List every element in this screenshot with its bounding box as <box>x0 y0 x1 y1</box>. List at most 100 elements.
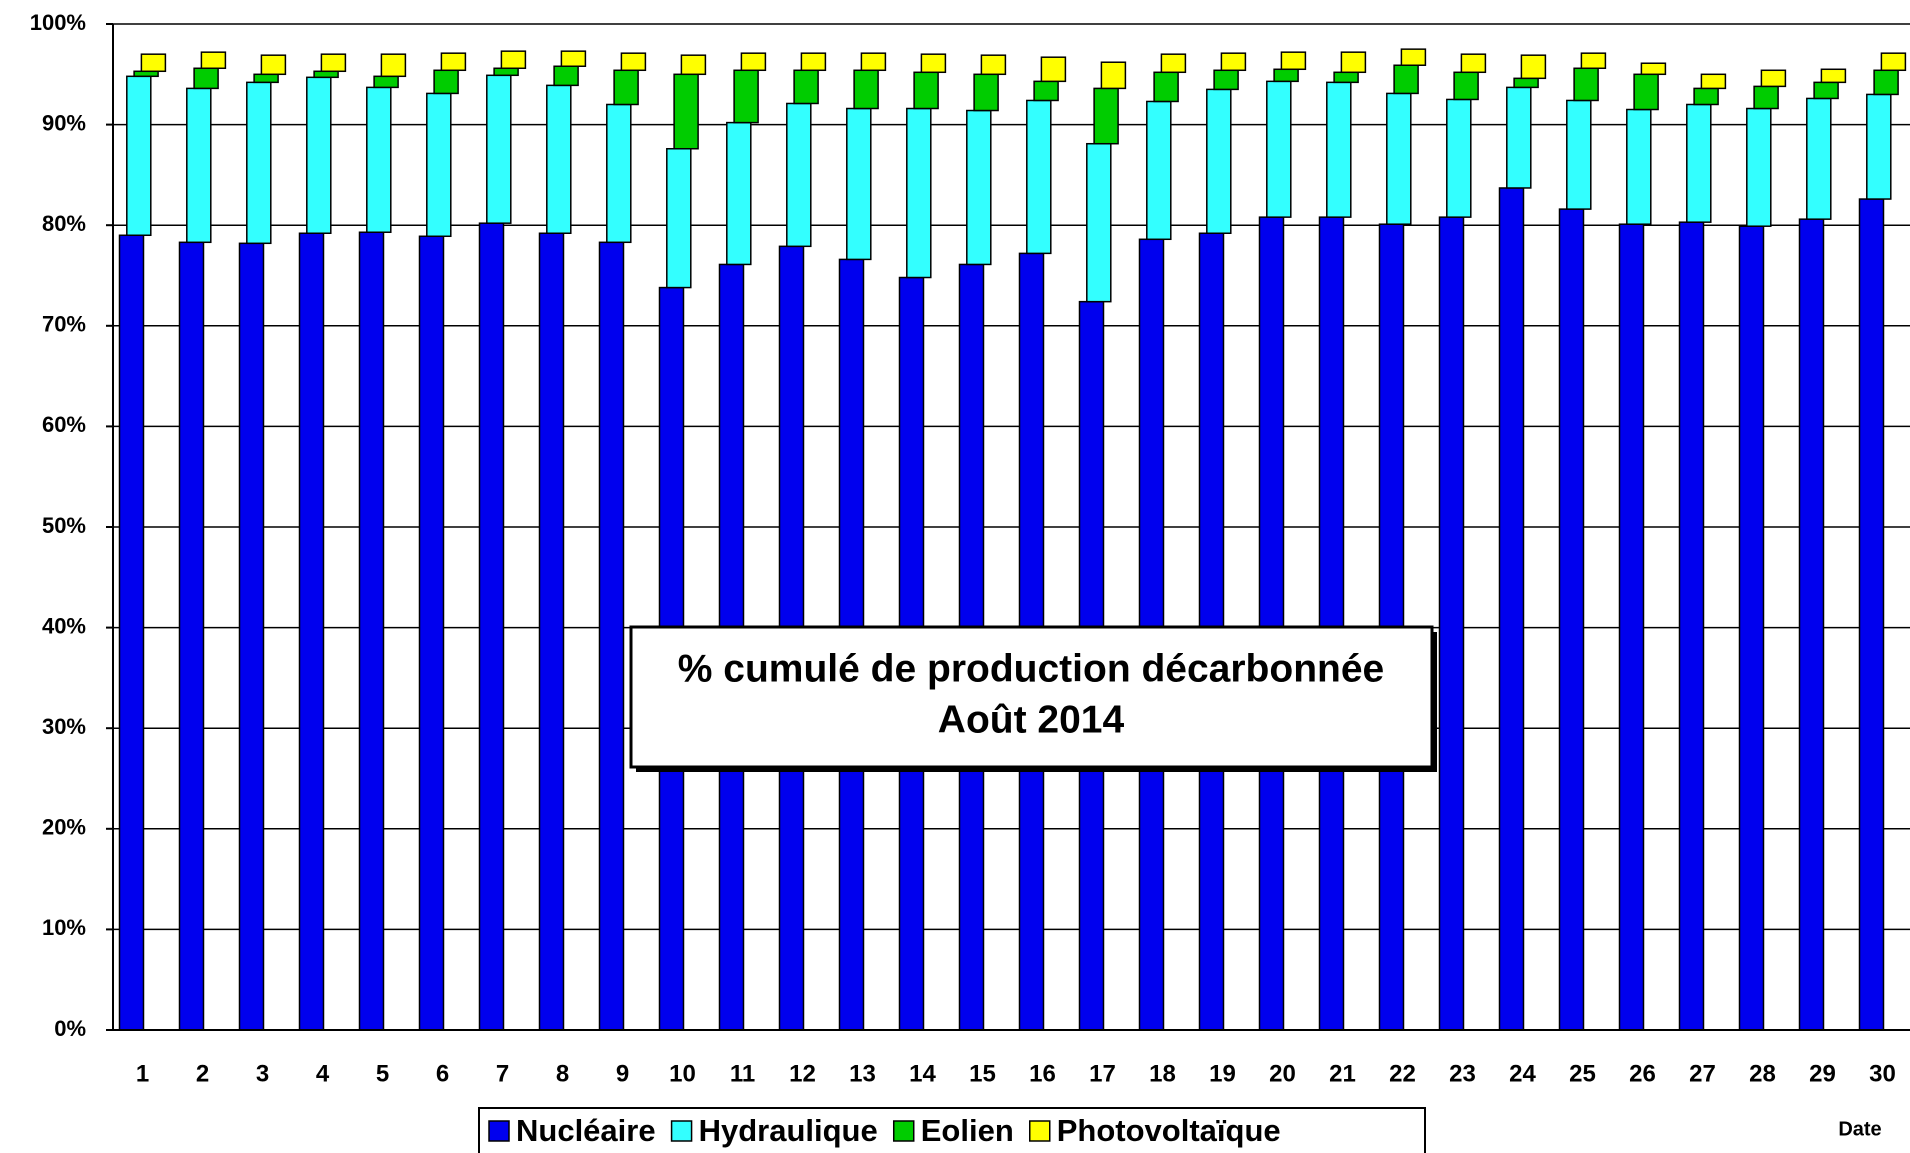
bar-segment <box>1213 69 1239 91</box>
x-tick-label: 21 <box>1329 1060 1356 1087</box>
y-tick-label: 40% <box>42 613 86 638</box>
bar-segment <box>1386 92 1412 225</box>
x-tick-label: 22 <box>1389 1060 1416 1087</box>
y-tick-label: 50% <box>42 513 86 538</box>
x-tick-label: 7 <box>496 1060 509 1087</box>
bar-segment <box>1520 54 1547 80</box>
x-tick-label: 23 <box>1449 1060 1476 1087</box>
bar-segment <box>1498 187 1525 1031</box>
x-tick-label: 1 <box>136 1060 149 1087</box>
legend-swatch <box>488 1120 510 1142</box>
bar-segment <box>1873 69 1899 96</box>
bar-segment <box>733 69 759 124</box>
bar-segment <box>1146 100 1172 241</box>
bar-segment <box>1753 85 1779 110</box>
x-tick-label: 13 <box>849 1060 876 1087</box>
x-tick-label: 19 <box>1209 1060 1236 1087</box>
bar-segment <box>913 71 939 110</box>
x-tick-label: 17 <box>1089 1060 1116 1087</box>
y-tick-label: 60% <box>42 412 86 437</box>
bar-segment <box>313 70 339 79</box>
grid <box>106 23 1910 1031</box>
bar-segment <box>358 231 385 1031</box>
bar-segment <box>1333 71 1359 84</box>
bar-segment <box>1393 64 1419 95</box>
bar-segment <box>380 53 407 78</box>
y-tick-label: 10% <box>42 915 86 940</box>
bar-segment <box>1340 51 1367 74</box>
bar-segment <box>1258 216 1285 1031</box>
bar-segment <box>418 235 445 1031</box>
x-tick-label: 30 <box>1869 1060 1896 1087</box>
bar-segment <box>1453 71 1479 101</box>
y-tick-label: 90% <box>42 110 86 135</box>
bar-segment <box>800 52 827 72</box>
bar-segment <box>1580 52 1607 70</box>
legend-swatch <box>670 1120 693 1142</box>
bar-segment <box>478 222 505 1031</box>
bar-segment <box>1220 52 1247 72</box>
bar-segment <box>253 73 279 84</box>
bar-segment <box>1160 53 1187 74</box>
bar-segment <box>1746 107 1772 227</box>
x-tick-label: 10 <box>669 1060 696 1087</box>
bar-segment <box>1153 71 1179 103</box>
bar-segment <box>133 70 159 78</box>
bar-segment <box>238 242 265 1031</box>
x-axis-label: Date <box>1838 1118 1881 1140</box>
x-tick-label: 14 <box>909 1060 936 1087</box>
bar-segment <box>320 53 347 73</box>
bar-segment <box>1858 198 1885 1031</box>
bar-segment <box>186 87 212 244</box>
bar-segment <box>1033 80 1059 102</box>
bar-segment <box>1318 216 1345 1031</box>
bar-segment <box>726 121 752 266</box>
bar-segment <box>1760 69 1787 88</box>
bar-segment <box>1880 52 1907 72</box>
bar-segment <box>1813 81 1839 100</box>
y-tick-label: 0% <box>54 1016 86 1041</box>
bar-segment <box>973 73 999 112</box>
y-tick-label: 20% <box>42 815 86 840</box>
bar-segment <box>140 53 167 73</box>
bar-segment <box>1273 68 1299 83</box>
bar-segment <box>853 69 879 110</box>
legend-label: Nucléaire <box>516 1113 656 1148</box>
bar-segment <box>193 67 219 90</box>
legend-label: Photovoltaïque <box>1057 1113 1281 1148</box>
bar-segment <box>1400 48 1427 66</box>
x-tick-label: 20 <box>1269 1060 1296 1087</box>
bar-segment <box>1086 142 1112 303</box>
legend: Nucléaire Hydraulique Eolien Photovoltaïque <box>488 1113 1281 1148</box>
bar-segment <box>1866 93 1892 200</box>
bar-segment <box>666 147 692 289</box>
bar-segment <box>673 73 699 150</box>
x-tick-label: 15 <box>969 1060 996 1087</box>
y-tick-label: 30% <box>42 714 86 739</box>
bar-segment <box>1678 221 1705 1031</box>
bar-segment <box>178 241 205 1031</box>
x-tick-label: 9 <box>616 1060 629 1087</box>
bar-segment <box>793 69 819 105</box>
bar-segment <box>433 69 459 95</box>
x-tick-label: 24 <box>1509 1060 1536 1087</box>
legend-swatch <box>1029 1120 1051 1142</box>
bar-segment <box>1566 99 1592 210</box>
bar-segment <box>1100 61 1127 90</box>
bar-segment <box>1738 225 1765 1031</box>
bar-segment <box>740 52 767 72</box>
bar-segment <box>366 86 392 233</box>
y-tick-label: 80% <box>42 211 86 236</box>
bar-segment <box>1446 98 1472 218</box>
x-tick-label: 12 <box>789 1060 816 1087</box>
bar-segment <box>1040 56 1067 83</box>
x-tick-label: 4 <box>316 1060 330 1087</box>
bar-segment <box>1640 62 1667 76</box>
x-tick-label: 28 <box>1749 1060 1776 1087</box>
x-tick-label: 16 <box>1029 1060 1056 1087</box>
bar-segment <box>1280 51 1307 71</box>
y-tick-label: 70% <box>42 312 86 337</box>
bar-segment <box>493 67 519 77</box>
bar-segment <box>1558 208 1585 1031</box>
